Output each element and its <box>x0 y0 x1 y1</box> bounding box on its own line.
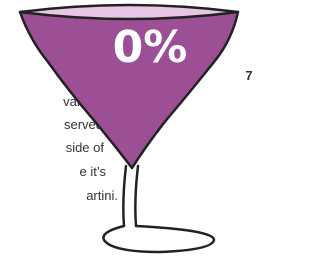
glass-base <box>103 226 214 252</box>
text-line: artini. <box>86 188 118 203</box>
page: vanilla served side of e it’s artini. 0%… <box>0 0 320 270</box>
illustration: vanilla served side of e it’s artini. 0%… <box>0 0 255 270</box>
glass-label: 0% <box>113 22 188 73</box>
text-line: side of <box>66 140 105 155</box>
page-number: 7 <box>245 68 252 83</box>
glass-stem <box>123 166 138 226</box>
text-line: e it’s <box>80 164 107 179</box>
